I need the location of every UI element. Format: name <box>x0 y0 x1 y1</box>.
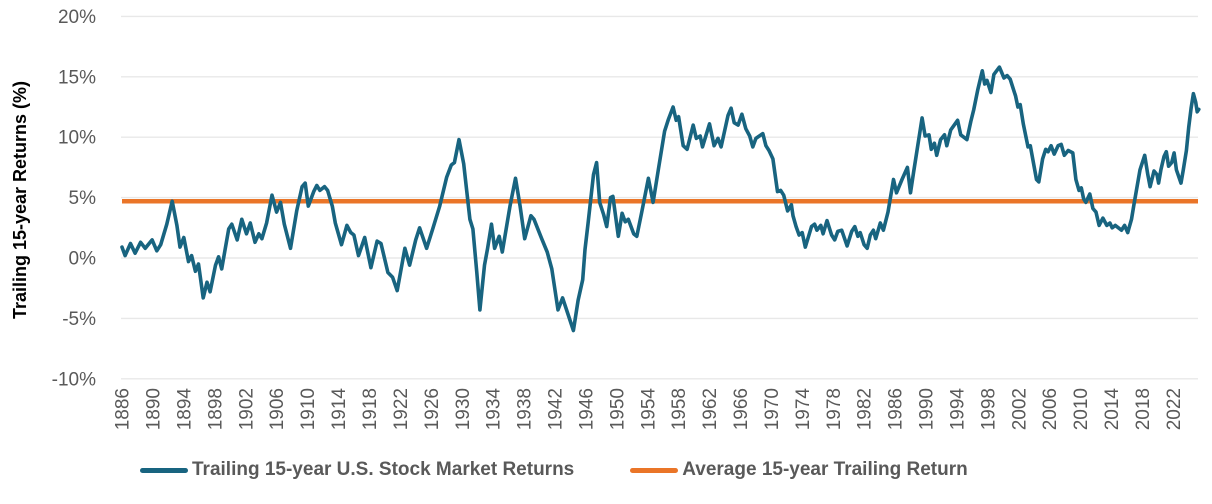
x-tick-label-2002: 2002 <box>1009 388 1030 430</box>
x-tick-label-2022: 2022 <box>1164 388 1185 430</box>
x-tick-label-1950: 1950 <box>607 388 628 430</box>
x-tick-label-2006: 2006 <box>1040 388 1061 430</box>
x-tick-label-1890: 1890 <box>144 388 165 430</box>
y-tick-label-0: 0% <box>69 249 97 270</box>
x-tick-label-2014: 2014 <box>1102 388 1123 431</box>
x-tick-label-1910: 1910 <box>298 388 319 430</box>
x-tick-label-1942: 1942 <box>546 388 567 430</box>
y-tick-label-5: 5% <box>69 188 97 209</box>
y-axis-tick-labels: 20% 15% 10% 5% 0% -5% -10% <box>52 7 96 390</box>
trailing-returns-series-line <box>120 65 1201 333</box>
x-tick-label-1958: 1958 <box>669 388 690 430</box>
x-tick-label-1974: 1974 <box>793 388 814 431</box>
x-tick-label-1894: 1894 <box>174 388 195 431</box>
trailing-returns-line-swatch <box>140 467 188 473</box>
y-tick-label--10: -10% <box>52 369 96 390</box>
x-tick-label-1954: 1954 <box>638 388 659 431</box>
x-tick-label-1946: 1946 <box>576 388 597 430</box>
legend: Trailing 15-year U.S. Stock Market Retur… <box>140 459 968 481</box>
x-axis-tick-labels: 1886 1890 1894 1898 1902 1906 1910 1914 1918 1922… <box>113 388 1185 431</box>
x-tick-label-1962: 1962 <box>700 388 721 430</box>
x-tick-label-1970: 1970 <box>762 388 783 430</box>
x-tick-label-1922: 1922 <box>391 388 412 430</box>
legend-label-trailing-returns: Trailing 15-year U.S. Stock Market Retur… <box>192 459 575 480</box>
x-tick-label-1934: 1934 <box>484 388 505 431</box>
average-return-line-swatch <box>630 467 679 473</box>
x-tick-label-1986: 1986 <box>886 388 907 430</box>
x-tick-label-1918: 1918 <box>360 388 381 430</box>
x-tick-label-1998: 1998 <box>978 388 999 430</box>
x-tick-label-2018: 2018 <box>1133 388 1154 430</box>
y-tick-label-20: 20% <box>58 7 96 28</box>
x-tick-label-1994: 1994 <box>947 388 968 431</box>
x-tick-label-1906: 1906 <box>267 388 288 430</box>
y-tick-label-10: 10% <box>58 128 96 149</box>
x-tick-label-1898: 1898 <box>205 388 226 430</box>
y-tick-label--5: -5% <box>62 309 96 330</box>
legend-item-trailing-returns: Trailing 15-year U.S. Stock Market Retur… <box>140 459 574 481</box>
x-tick-label-1902: 1902 <box>236 388 257 430</box>
x-tick-label-1938: 1938 <box>515 388 536 430</box>
y-tick-label-15: 15% <box>58 67 96 88</box>
x-tick-label-1990: 1990 <box>917 388 938 430</box>
x-tick-label-1982: 1982 <box>855 388 876 430</box>
x-tick-label-1886: 1886 <box>113 388 134 430</box>
legend-label-average-return: Average 15-year Trailing Return <box>682 459 968 480</box>
x-tick-label-1978: 1978 <box>824 388 845 430</box>
x-tick-label-2010: 2010 <box>1071 388 1092 430</box>
x-tick-label-1914: 1914 <box>329 388 350 431</box>
gridlines <box>121 15 1198 380</box>
x-tick-label-1926: 1926 <box>422 388 443 430</box>
legend-item-average-return: Average 15-year Trailing Return <box>630 459 968 481</box>
x-tick-label-1966: 1966 <box>731 388 752 430</box>
y-axis-title: Trailing 15-year Returns (%) <box>10 81 30 319</box>
x-tick-label-1930: 1930 <box>453 388 474 430</box>
